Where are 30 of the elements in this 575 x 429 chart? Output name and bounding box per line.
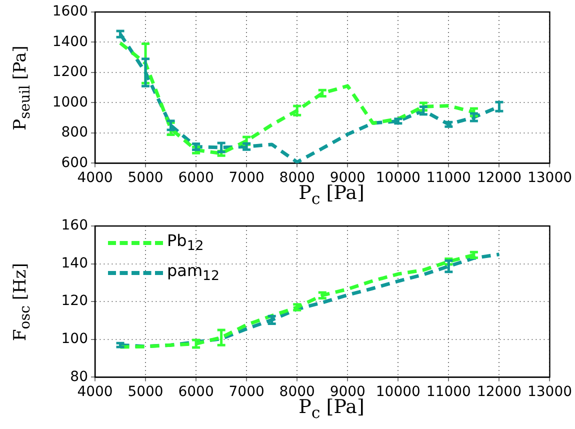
x-tick-label: 4000	[77, 170, 113, 186]
x-tick-label: 12000	[476, 384, 522, 400]
x-tick-label: 4000	[77, 384, 113, 400]
y-tick-label: 600	[61, 154, 88, 171]
x-tick-label: 11000	[426, 170, 471, 186]
x-tick-label: 6000	[178, 384, 214, 400]
x-tick-label: 13000	[527, 384, 572, 400]
y-tick-label: 160	[61, 218, 88, 234]
x-tick-label: 5000	[128, 170, 164, 186]
legend-label: Pb$_{12}$	[167, 231, 204, 255]
y-tick-label: 800	[61, 124, 88, 141]
y-tick-label: 120	[61, 293, 88, 310]
legend-label: pam$_{12}$	[167, 261, 220, 285]
x-tick-label: 11000	[426, 384, 471, 400]
x-tick-label: 12000	[476, 170, 522, 186]
x-tick-label: 7000	[228, 384, 264, 400]
y-tick-label: 140	[61, 255, 88, 272]
x-tick-label: 5000	[128, 384, 164, 400]
y-tick-label: 1600	[52, 4, 88, 20]
point	[241, 142, 252, 151]
x-tick-label: 10000	[376, 384, 420, 400]
x-tick-label: 10000	[376, 170, 420, 186]
y-tick-label: 80	[70, 368, 88, 385]
x-tick-label: 7000	[228, 170, 264, 186]
y-tick-label: 1200	[52, 64, 88, 80]
y-tick-label: 100	[61, 331, 88, 348]
y-tick-label: 1000	[52, 94, 88, 110]
y-tick-label: 1400	[52, 34, 88, 50]
x-tick-label: 13000	[527, 170, 572, 186]
x-tick-label: 6000	[178, 170, 214, 186]
